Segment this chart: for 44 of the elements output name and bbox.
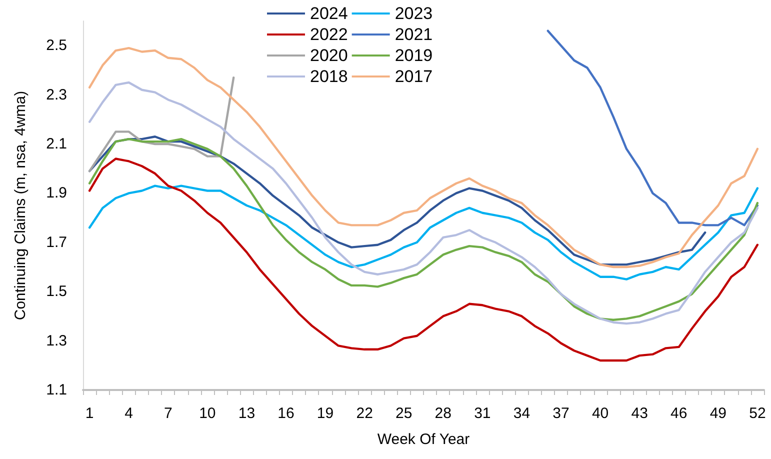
line-series [88, 81, 759, 325]
x-tick-label: 7 [164, 405, 172, 422]
legend-label: 2019 [394, 46, 433, 65]
legend-label: 2017 [394, 67, 433, 86]
line-series [546, 30, 759, 226]
line-series [88, 158, 759, 362]
x-tick-label: 13 [238, 405, 256, 422]
x-tick-label: 37 [552, 405, 570, 422]
legend-label: 2024 [310, 4, 348, 23]
y-tick-label: 1.5 [46, 283, 67, 300]
y-tick-label: 2.1 [46, 136, 67, 152]
x-tick-label: 10 [199, 405, 216, 422]
x-tick-label: 1 [85, 405, 94, 422]
x-tick-label: 34 [513, 405, 530, 422]
y-tick-label: 2.5 [46, 37, 67, 54]
x-tick-label: 40 [592, 405, 609, 422]
line-series [88, 76, 235, 172]
line-series [88, 138, 759, 321]
legend-label: 2018 [310, 67, 348, 86]
legend-label: 2020 [310, 46, 348, 65]
y-tick-label: 1.7 [46, 234, 67, 251]
x-tick-label: 49 [710, 405, 727, 422]
legend-label: 2023 [394, 4, 433, 23]
x-tick-label: 31 [474, 405, 491, 422]
line-series [88, 136, 706, 266]
line-series [88, 46, 759, 268]
x-axis-title: Week Of Year [377, 431, 470, 448]
legend-label: 2021 [394, 25, 433, 44]
x-tick-label: 46 [670, 405, 688, 422]
y-axis-title: Continuing Claims (m, nsa, 4wma) [12, 90, 29, 320]
y-tick-label: 1.1 [46, 382, 67, 398]
y-tick-label: 2.3 [46, 86, 67, 104]
y-tick-label: 1.3 [46, 332, 67, 350]
legend-label: 2022 [310, 25, 348, 44]
x-tick-label: 22 [356, 405, 373, 422]
x-tick-label: 19 [316, 405, 334, 422]
x-tick-label: 28 [434, 405, 452, 422]
x-tick-label: 16 [278, 405, 294, 422]
x-tick-label: 4 [124, 405, 134, 422]
line-series [88, 184, 759, 280]
x-tick-label: 43 [631, 405, 648, 422]
y-tick-label: 1.9 [46, 184, 67, 202]
x-tick-label: 52 [749, 405, 766, 422]
x-tick-label: 25 [396, 405, 412, 422]
